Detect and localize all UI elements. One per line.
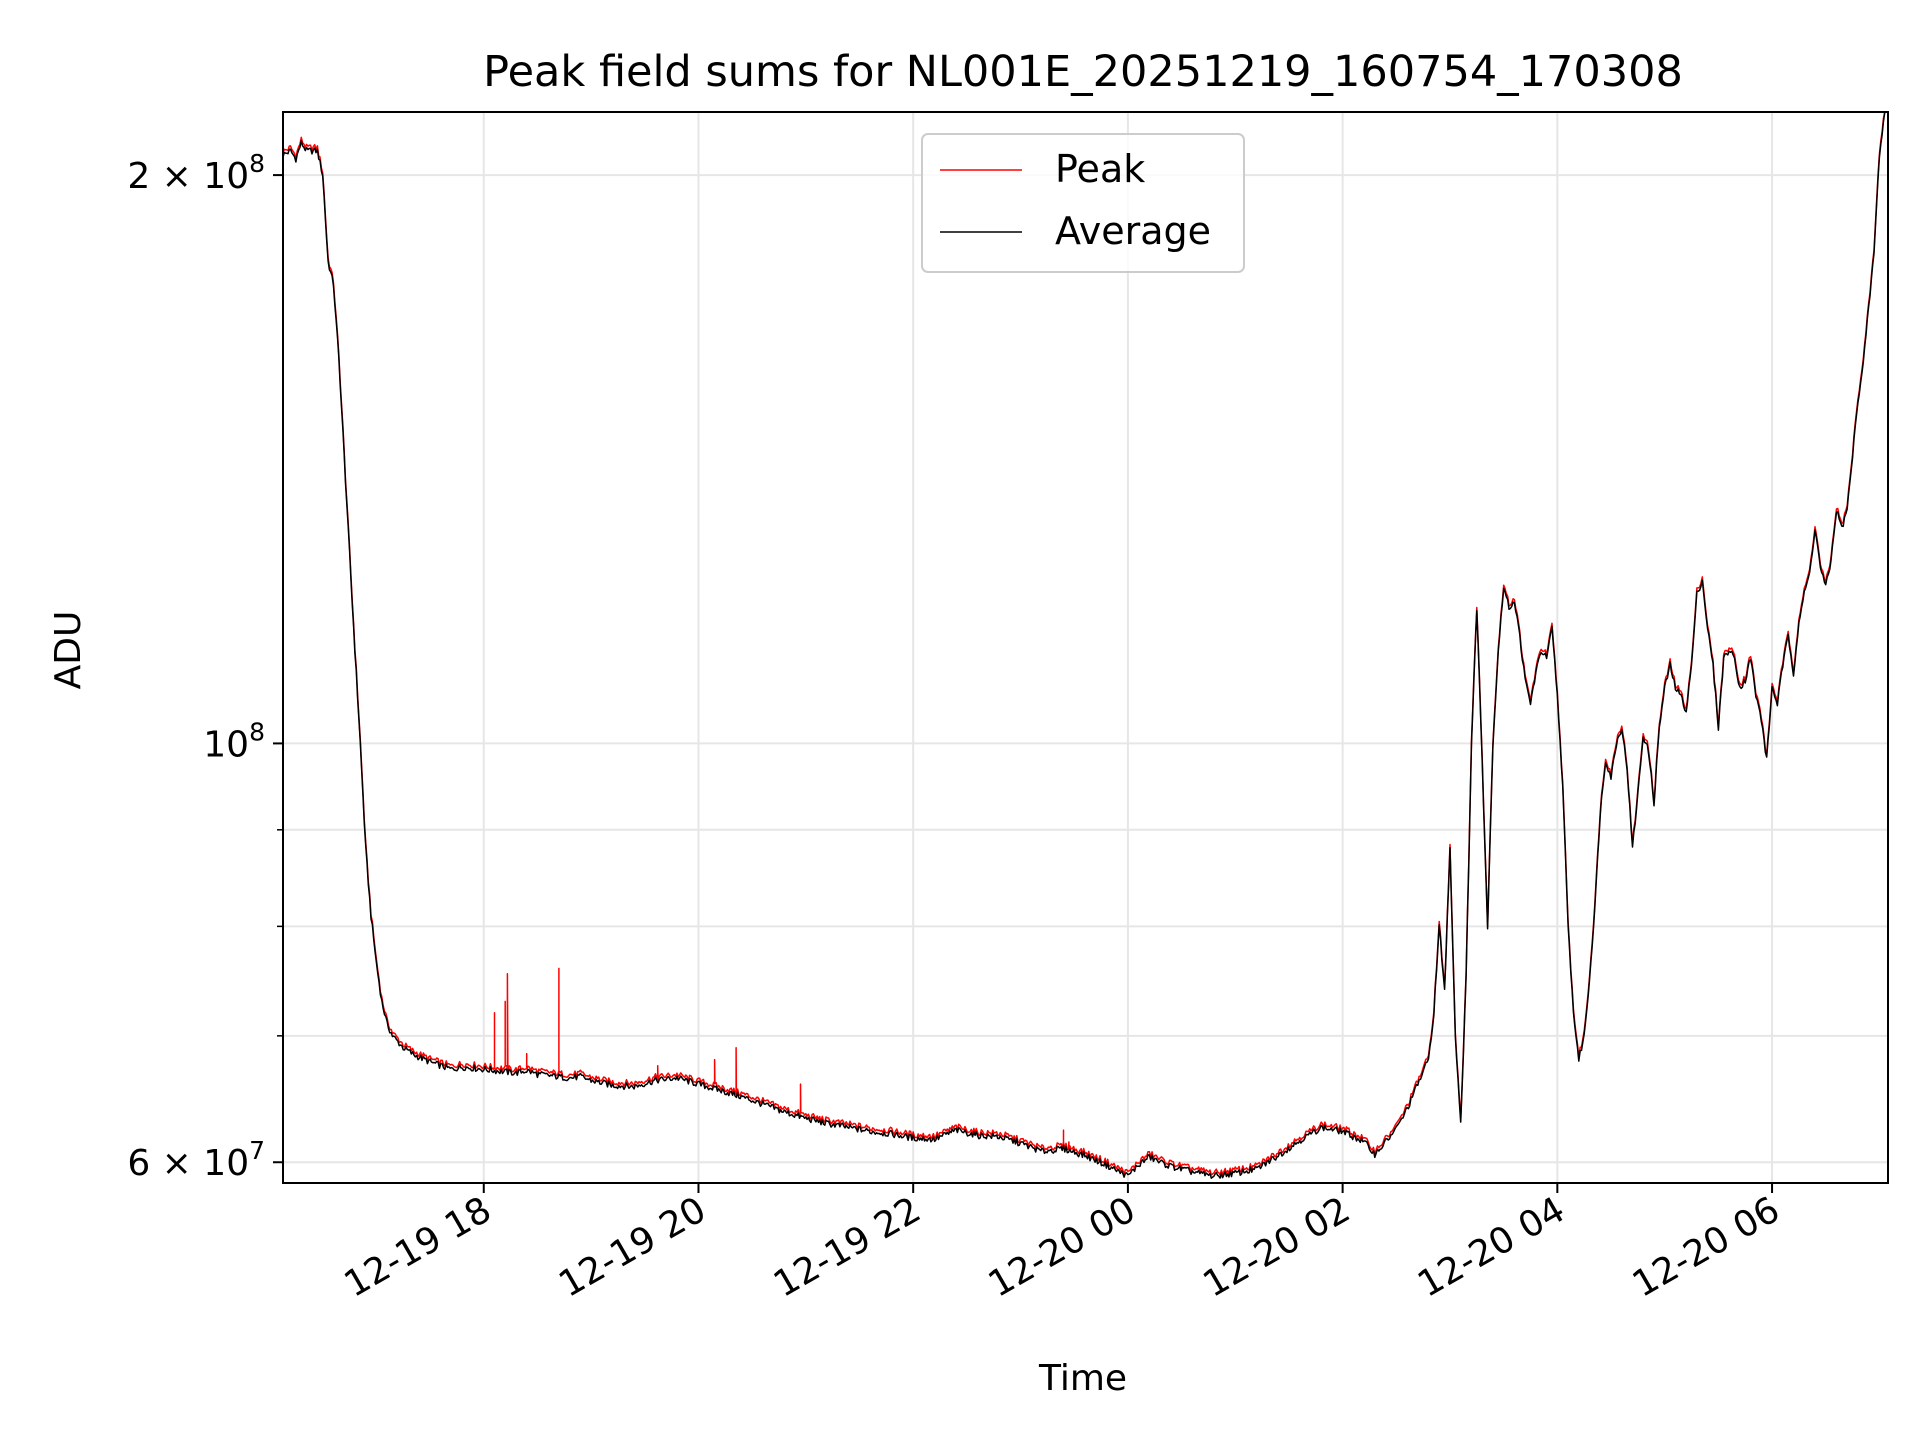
y-axis-label: ADU: [48, 611, 89, 690]
legend: Peak Average: [921, 133, 1245, 273]
chart-title: Peak field sums for NL001E_20251219_1607…: [483, 47, 1683, 97]
legend-frame: [921, 133, 1245, 273]
y-tick-label: 6 × 107: [127, 1136, 265, 1184]
legend-label-peak: Peak: [1055, 147, 1145, 191]
series-line-average: [282, 111, 1886, 1179]
y-tick-label: 2 × 108: [127, 149, 265, 197]
legend-label-average: Average: [1055, 209, 1211, 253]
y-tick-label: 108: [203, 717, 265, 765]
series: [282, 111, 1886, 1179]
plot-frame: [282, 111, 1889, 1184]
x-axis-label: Time: [1038, 1358, 1127, 1399]
